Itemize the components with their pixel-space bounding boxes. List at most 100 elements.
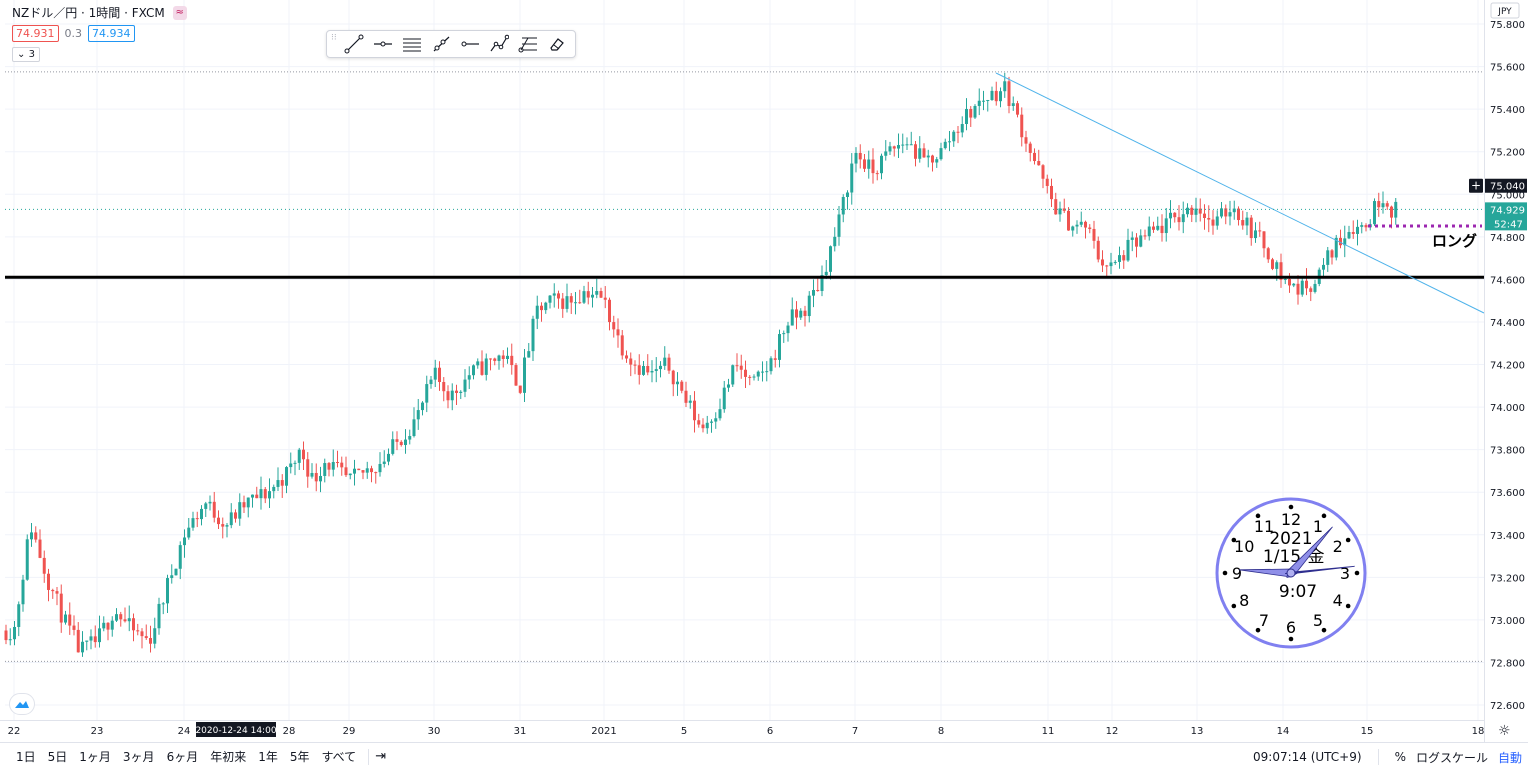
candle-body [871, 159, 875, 174]
range-button[interactable]: 1ヶ月 [79, 749, 111, 764]
candle-body [484, 358, 488, 375]
range-button[interactable]: 5年 [289, 749, 310, 764]
chart-canvas[interactable]: JPY 75.800 75.600 75.400 75.200 75.000 74.800 7… [0, 0, 1528, 742]
candle-body [127, 618, 131, 622]
clock-hour-dot [1255, 513, 1261, 519]
candle-body [795, 309, 798, 318]
candle-body [752, 376, 756, 378]
range-button[interactable]: 年初来 [210, 749, 247, 764]
clock-hour-dot [1288, 504, 1294, 510]
symbol-legend[interactable]: NZドル／円 · 1時間 · FXCM ≈ [12, 4, 187, 21]
price-axis: JPY 75.800 75.600 75.400 75.200 75.000 74.800 7… [1469, 0, 1528, 742]
candle-body [1169, 212, 1172, 219]
tradingview-logo-icon[interactable] [9, 693, 35, 715]
candle-body [926, 155, 930, 158]
candle-body [1258, 230, 1262, 232]
log-scale-toggle[interactable]: ログスケール [1415, 750, 1488, 765]
indicators-toggle[interactable]: ⌄ 3 [12, 47, 40, 62]
trend-line-icon[interactable] [339, 31, 368, 57]
fib-icon[interactable] [513, 31, 542, 57]
candle-body [13, 626, 16, 640]
candle-body [501, 355, 505, 360]
candle-body [688, 400, 692, 403]
sell-price[interactable]: 74.931 [12, 25, 59, 42]
candle-body [395, 439, 399, 442]
eraser-icon[interactable] [542, 31, 571, 57]
candle-body [765, 371, 769, 373]
candle-body [310, 472, 314, 477]
candle-body [102, 622, 106, 629]
candle-body [47, 573, 50, 590]
candle-body [1377, 201, 1381, 208]
candle-body [693, 400, 696, 421]
ray-icon[interactable] [426, 31, 455, 57]
candle-body [1211, 219, 1215, 226]
time-tick-label: 24 [178, 726, 191, 737]
drag-handle-icon[interactable]: ⁝⁝ [331, 33, 337, 43]
auto-scale-toggle[interactable]: 自動 [1497, 750, 1522, 765]
time-tick-label: 7 [852, 726, 858, 737]
candle-body [110, 620, 114, 630]
candle-body [1203, 213, 1206, 218]
range-button[interactable]: すべて [321, 749, 357, 764]
candle-body [722, 387, 726, 410]
candle-body [646, 365, 650, 373]
candle-body [697, 420, 701, 425]
candle-body [429, 379, 433, 385]
divider [368, 748, 370, 765]
horizontal-ray-icon[interactable] [368, 31, 397, 57]
candle-body [174, 568, 178, 576]
clock-hands [1239, 526, 1355, 578]
candle-body [812, 289, 815, 296]
settings-gear-icon[interactable]: ☼ [1498, 723, 1511, 739]
parallel-channel-icon[interactable] [397, 31, 426, 57]
candle-body [1224, 208, 1228, 217]
candle-body [731, 365, 735, 385]
long-annotation[interactable]: ロング [1432, 232, 1478, 250]
candle-body [1266, 248, 1270, 260]
path-icon[interactable] [484, 31, 513, 57]
price-tick-label: 74.600 [1490, 275, 1525, 286]
horizontal-line-icon[interactable] [455, 31, 484, 57]
candle-body [846, 192, 849, 197]
range-button[interactable]: 3ヶ月 [122, 749, 155, 764]
candle-body [510, 355, 514, 366]
divider [1377, 749, 1379, 765]
candle-body [348, 473, 352, 476]
symbol-title[interactable]: NZドル／円 · 1時間 · FXCM [12, 6, 165, 20]
candle-body [599, 291, 603, 298]
candle-body [30, 532, 33, 540]
candle-body [684, 390, 688, 403]
candle-body [217, 517, 220, 525]
range-button[interactable]: 1年 [258, 749, 278, 764]
time-tick-label: 15 [1361, 726, 1374, 737]
candle-body [756, 371, 760, 377]
currency-label: JPY [1497, 7, 1512, 17]
time-tick-label: 12 [1106, 726, 1119, 737]
candle-body [914, 144, 917, 159]
candle-body [608, 299, 611, 323]
candle-body [412, 419, 416, 437]
candle-body [64, 614, 67, 623]
candle-body [1067, 210, 1070, 231]
candle-body [578, 302, 582, 304]
goto-date-icon[interactable]: ⇥ [375, 749, 387, 764]
time-tick-label: 23 [91, 726, 104, 737]
candle-body [1385, 203, 1389, 207]
candle-countdown-label: 52:47 [1494, 219, 1523, 230]
candle-body [42, 557, 46, 574]
buy-price[interactable]: 74.934 [88, 25, 135, 42]
candle-body [986, 100, 990, 102]
candle-body [472, 365, 475, 376]
range-button[interactable]: 6ヶ月 [166, 749, 199, 764]
candle-body [1037, 161, 1041, 166]
clock-time-readout[interactable]: 09:07:14 (UTC+9) [1253, 750, 1362, 764]
range-button[interactable]: 1日 [16, 749, 36, 764]
percent-toggle[interactable]: % [1394, 750, 1406, 764]
range-button[interactable]: 5日 [47, 749, 68, 764]
candle-body [548, 295, 552, 303]
candle-body [948, 141, 951, 143]
candle-body [476, 361, 480, 366]
price-tick-label: 74.800 [1490, 233, 1525, 244]
data-window-icon[interactable]: ≈ [172, 5, 187, 20]
